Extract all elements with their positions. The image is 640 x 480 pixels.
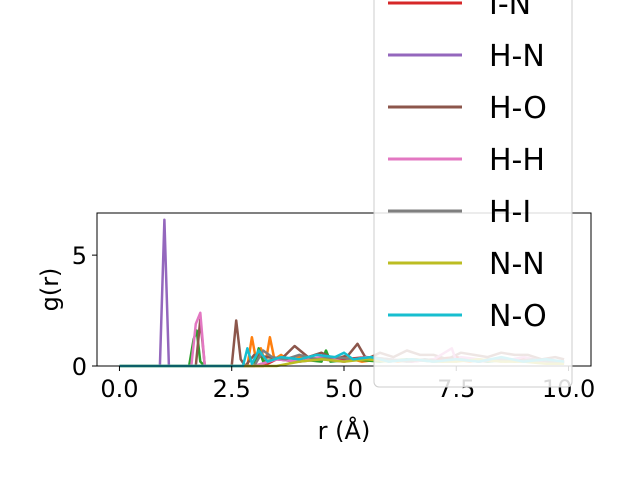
legend-label: H-H bbox=[489, 143, 545, 178]
x-axis-label: r (Å) bbox=[318, 416, 371, 445]
legend-label: H-I bbox=[489, 195, 531, 230]
legend-box bbox=[373, 0, 573, 388]
x-tick-label: 5.0 bbox=[325, 375, 363, 403]
legend: I-N H-N H-O H-H H-I N-N N-O bbox=[373, 0, 573, 388]
y-tick-label: 5 bbox=[72, 242, 87, 270]
legend-label: H-O bbox=[489, 91, 547, 126]
legend-label: H-N bbox=[489, 39, 545, 74]
y-tick-label: 0 bbox=[72, 353, 87, 381]
legend-label: N-O bbox=[489, 299, 547, 334]
x-tick-label: 2.5 bbox=[213, 375, 251, 403]
legend-label: I-N bbox=[489, 0, 531, 22]
x-tick-label: 0.0 bbox=[100, 375, 138, 403]
y-axis-label: g(r) bbox=[36, 268, 64, 312]
y-axis: 05 bbox=[72, 242, 97, 381]
legend-label: N-N bbox=[489, 247, 545, 282]
